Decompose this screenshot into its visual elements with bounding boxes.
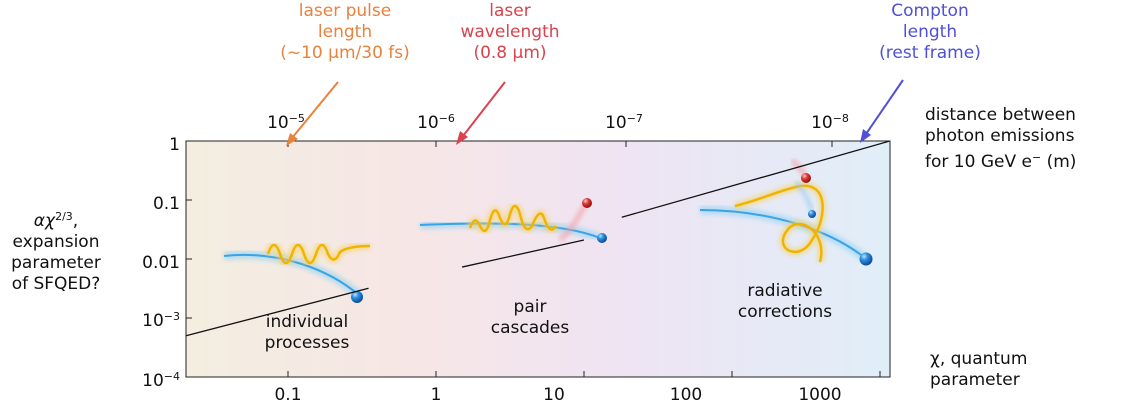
x-tick-label: 100 bbox=[669, 385, 703, 405]
y-tick-label: 0.01 bbox=[120, 248, 180, 274]
wavelength-line-1: laser bbox=[489, 1, 531, 21]
top-tick-base: 10 bbox=[417, 113, 439, 133]
region-radiative-line-2: corrections bbox=[737, 302, 833, 322]
top-tick-exp: −5 bbox=[288, 112, 305, 125]
y-axis-title-symbol: αχ bbox=[33, 211, 56, 231]
y-tick-base: 10 bbox=[142, 371, 164, 391]
radiative-corrections-glyph bbox=[699, 157, 873, 266]
top-tick-exp: −8 bbox=[832, 112, 849, 125]
top-tick-base: 10 bbox=[267, 113, 289, 133]
region-label-individual: individual processes bbox=[232, 312, 382, 354]
y-axis-title-line-3: parameter bbox=[11, 253, 101, 273]
region-pair-line-1: pair bbox=[513, 297, 547, 317]
compton-length-arrow bbox=[865, 79, 904, 135]
region-label-radiative: radiative corrections bbox=[700, 281, 870, 323]
top-tick-exp: −7 bbox=[626, 112, 643, 125]
top-axis-title-main: for 10 GeV e bbox=[925, 152, 1032, 172]
pulse-length-line-2: length bbox=[317, 22, 373, 42]
y-axis-title: αχ2/3, expansion parameter of SFQED? bbox=[0, 206, 112, 295]
region-radiative-line-1: radiative bbox=[747, 281, 823, 301]
y-tick-base: 1 bbox=[169, 135, 180, 155]
x-axis-title: χ, quantum parameter bbox=[930, 349, 1028, 390]
y-axis-title-line-4: of SFQED? bbox=[11, 274, 101, 294]
compton-length-line-2: length bbox=[902, 22, 958, 42]
wavelength-arrowhead bbox=[456, 131, 468, 145]
top-axis-title-sup: − bbox=[1031, 151, 1042, 164]
region-individual-line-2: processes bbox=[264, 333, 350, 353]
wavelength-line-3: (0.8 μm) bbox=[473, 43, 547, 63]
x-tick-label: 1000 bbox=[798, 385, 842, 405]
y-tick-label: 10−3 bbox=[120, 306, 180, 332]
pulse-length-line-3: (~10 μm/30 fs) bbox=[280, 43, 410, 63]
y-tick-base: 10 bbox=[142, 311, 164, 331]
x-tick-label: 1 bbox=[430, 385, 442, 405]
y-tick-exp: −3 bbox=[163, 310, 180, 323]
y-axis-title-exp: 2/3 bbox=[55, 210, 73, 223]
y-axis-title-line-1: αχ2/3, bbox=[0, 206, 112, 232]
alpha-chi-segment bbox=[185, 287, 369, 337]
alpha-chi-line bbox=[185, 140, 891, 337]
top-axis-title-line-3: for 10 GeV e− (m) bbox=[925, 147, 1125, 173]
compton-length-arrowhead bbox=[860, 129, 871, 143]
pulse-length-line-1: laser pulse bbox=[298, 1, 392, 21]
pulse-length-label: laser pulse length (~10 μm/30 fs) bbox=[255, 1, 435, 64]
y-axis-title-line-2: expansion bbox=[12, 232, 100, 252]
pair-cascades-glyph bbox=[419, 198, 607, 243]
top-axis-title-line-2: photon emissions bbox=[925, 126, 1075, 146]
y-tick-exp: −4 bbox=[163, 370, 180, 383]
top-tick-label: 10−5 bbox=[246, 108, 326, 134]
region-individual-line-1: individual bbox=[265, 312, 349, 332]
pulse-length-arrow bbox=[291, 81, 339, 139]
top-axis-title-line-1: distance between bbox=[925, 105, 1076, 125]
individual-processes-glyph bbox=[223, 241, 371, 303]
axis-ticks bbox=[186, 140, 881, 378]
y-tick-label: 0.1 bbox=[130, 189, 180, 215]
wavelength-label: laser wavelength (0.8 μm) bbox=[430, 1, 590, 64]
compton-length-label: Compton length (rest frame) bbox=[850, 1, 1010, 64]
top-tick-label: 10−8 bbox=[790, 108, 870, 134]
top-tick-base: 10 bbox=[605, 113, 627, 133]
y-axis-title-comma: , bbox=[72, 211, 79, 231]
alpha-chi-segment bbox=[621, 140, 891, 218]
y-tick-base: 0.01 bbox=[142, 253, 180, 273]
wavelength-arrow bbox=[462, 81, 506, 137]
compton-length-line-3: (rest frame) bbox=[879, 43, 981, 63]
x-tick-label: 10 bbox=[543, 385, 565, 405]
top-tick-label: 10−6 bbox=[396, 108, 476, 134]
compton-length-line-1: Compton bbox=[891, 1, 969, 21]
pulse-length-arrowhead bbox=[286, 133, 298, 146]
y-tick-label: 10−4 bbox=[120, 366, 180, 392]
x-tick-label: 0.1 bbox=[274, 385, 302, 405]
y-tick-label: 1 bbox=[130, 130, 180, 156]
top-tick-base: 10 bbox=[811, 113, 833, 133]
top-axis-title-unit: (m) bbox=[1041, 152, 1077, 172]
alpha-chi-segment bbox=[461, 239, 585, 268]
y-tick-base: 0.1 bbox=[152, 194, 180, 214]
annotation-arrows bbox=[286, 79, 904, 146]
top-axis-title: distance between photon emissions for 10… bbox=[925, 105, 1125, 173]
region-pair-line-2: cascades bbox=[490, 318, 570, 338]
region-label-pair: pair cascades bbox=[460, 297, 600, 339]
top-tick-exp: −6 bbox=[438, 112, 455, 125]
top-tick-label: 10−7 bbox=[584, 108, 664, 134]
wavelength-line-2: wavelength bbox=[460, 22, 560, 42]
